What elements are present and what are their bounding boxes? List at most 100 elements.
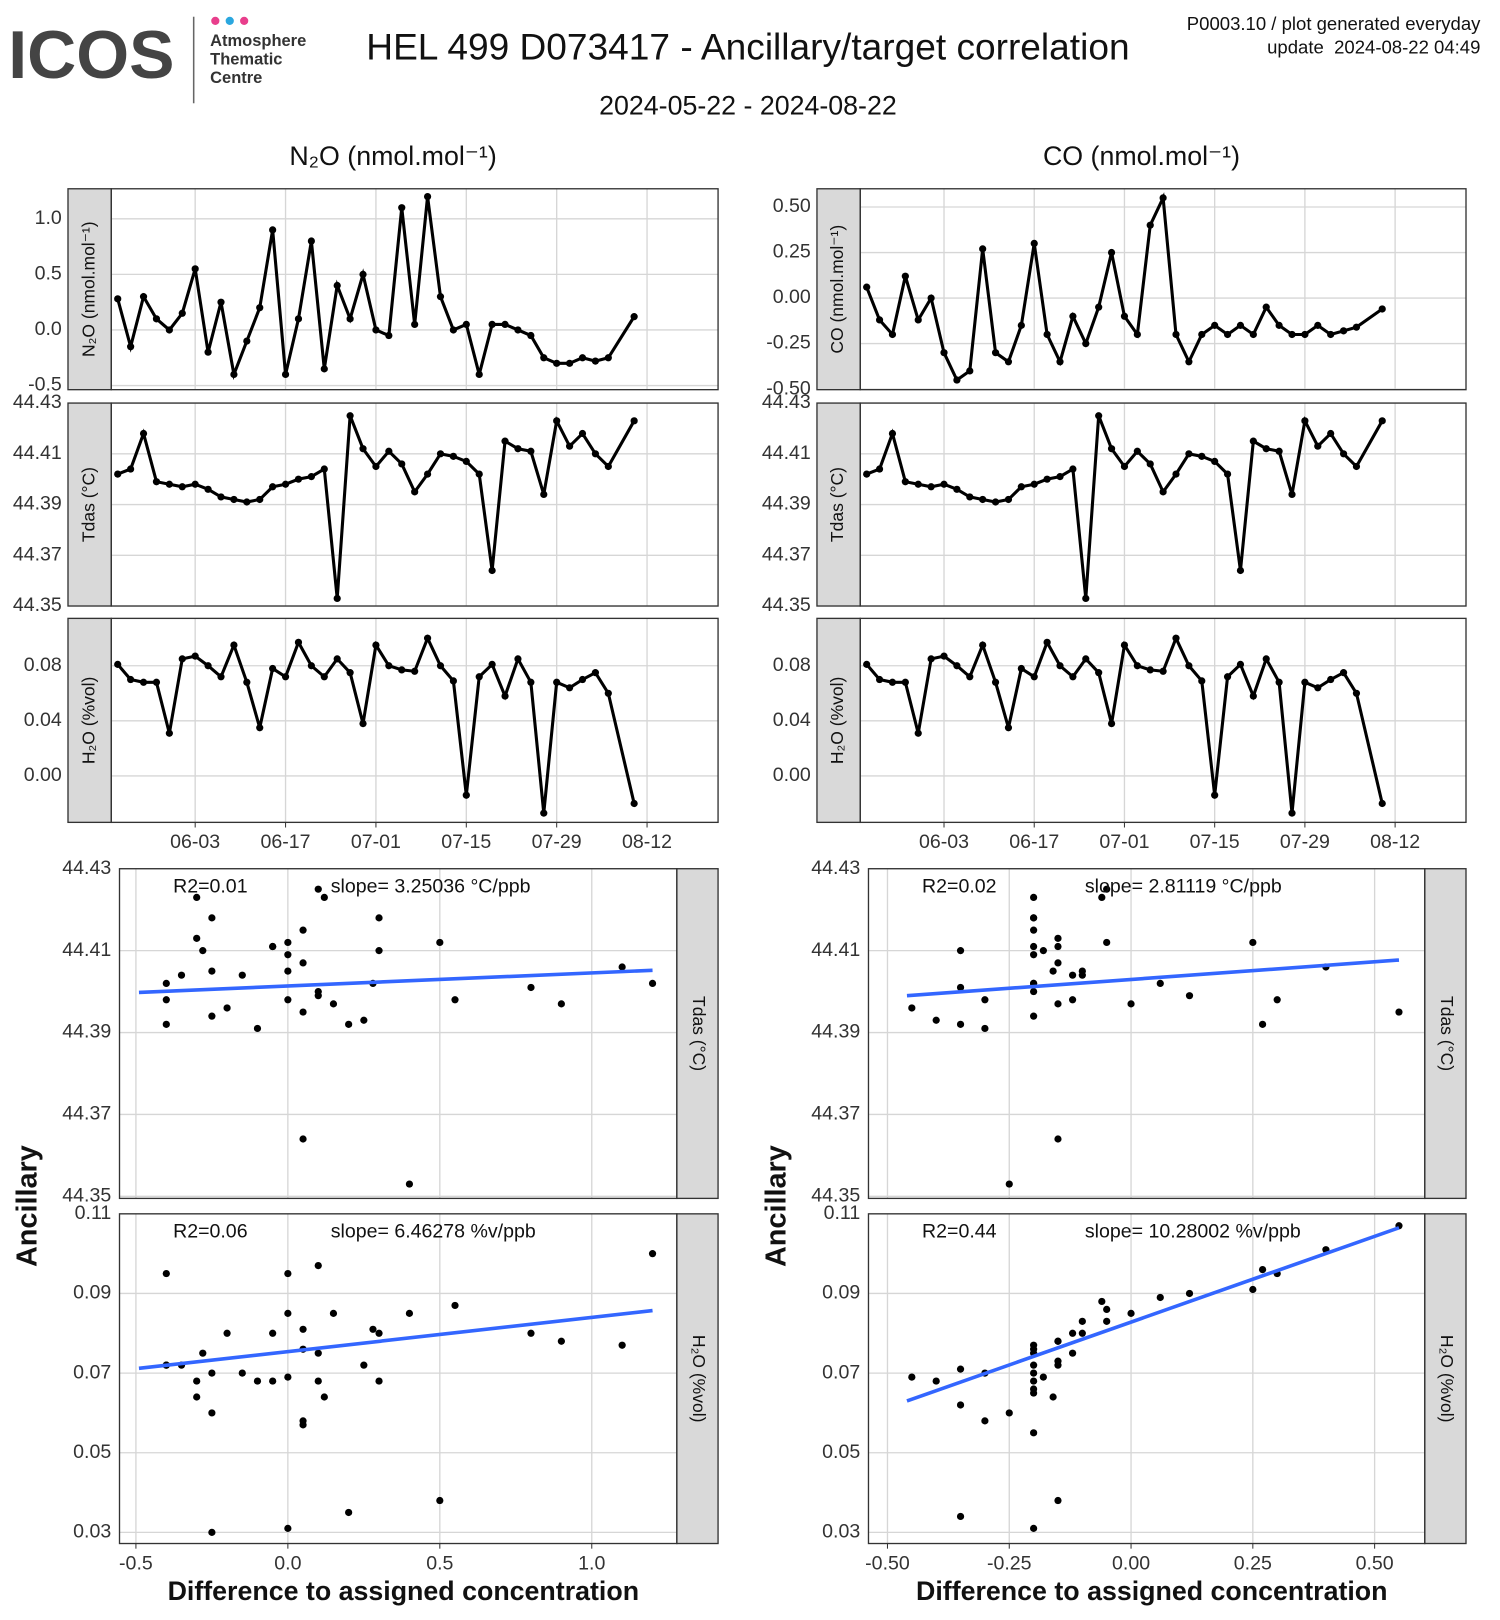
point xyxy=(927,294,935,302)
annotation: slope= 6.46278 %v/ppb xyxy=(331,1221,536,1243)
point xyxy=(966,367,974,375)
y-tick-label: 0.05 xyxy=(822,1441,860,1463)
point xyxy=(940,652,948,660)
point xyxy=(956,1020,965,1028)
point xyxy=(1095,412,1103,420)
point xyxy=(299,926,307,934)
logo-line: Centre xyxy=(210,69,262,87)
y-tick-label: 0.08 xyxy=(773,654,811,676)
point xyxy=(1005,1180,1013,1188)
point xyxy=(540,809,548,817)
logo-dot xyxy=(240,16,249,25)
point xyxy=(294,475,303,483)
point xyxy=(193,1393,201,1401)
point xyxy=(114,660,122,668)
series-line xyxy=(116,634,636,814)
x-tick-label: -0.50 xyxy=(865,1552,910,1574)
strip xyxy=(816,188,861,391)
point xyxy=(630,799,638,808)
point xyxy=(1107,720,1116,728)
strip xyxy=(67,617,112,824)
panel-border xyxy=(859,188,1467,391)
strip xyxy=(676,868,719,1200)
point xyxy=(1017,321,1025,329)
y-tick-label: 0.07 xyxy=(822,1361,860,1383)
point xyxy=(284,1309,292,1317)
y-axis-title: Ancillary xyxy=(760,1145,792,1267)
point xyxy=(208,1528,216,1536)
point xyxy=(1056,473,1064,481)
point xyxy=(1030,1345,1038,1353)
point xyxy=(1185,450,1193,458)
logo-line: Atmosphere xyxy=(210,32,306,50)
point xyxy=(901,478,909,486)
point xyxy=(191,480,199,488)
point xyxy=(199,947,207,955)
point xyxy=(320,673,328,681)
point xyxy=(475,370,483,379)
point xyxy=(578,429,587,438)
point xyxy=(208,967,216,975)
point xyxy=(1030,480,1038,488)
point xyxy=(1352,689,1361,697)
point xyxy=(888,330,897,339)
x-tick-label: 0.5 xyxy=(426,1552,453,1574)
point xyxy=(501,437,509,445)
point xyxy=(152,678,161,686)
panel xyxy=(868,1213,1425,1544)
point xyxy=(223,1004,231,1012)
series-line xyxy=(116,196,636,381)
point xyxy=(1133,447,1141,455)
point xyxy=(256,304,264,312)
point xyxy=(618,963,626,971)
point xyxy=(199,1349,207,1357)
point xyxy=(591,450,600,458)
point xyxy=(1172,470,1180,478)
fit-line xyxy=(906,1226,1400,1403)
point xyxy=(1378,417,1386,425)
x-tick-label: 07-29 xyxy=(1280,831,1330,853)
point xyxy=(193,893,201,901)
point xyxy=(345,1020,353,1028)
point xyxy=(1275,321,1283,329)
point xyxy=(1339,669,1348,677)
point xyxy=(1339,327,1348,335)
point xyxy=(1120,641,1129,649)
point xyxy=(1082,339,1090,348)
point xyxy=(253,1024,262,1033)
point xyxy=(217,493,225,501)
point xyxy=(527,678,535,686)
strip xyxy=(67,188,112,391)
point xyxy=(152,315,161,323)
point xyxy=(578,675,587,684)
point xyxy=(346,315,354,323)
point xyxy=(1030,1012,1038,1020)
point xyxy=(359,720,367,728)
point xyxy=(527,1329,535,1337)
point xyxy=(875,316,884,324)
panel xyxy=(119,868,677,1199)
point xyxy=(1352,323,1361,331)
y-tick-label: 0.00 xyxy=(773,764,811,786)
point xyxy=(269,226,277,234)
strip xyxy=(816,617,861,824)
point xyxy=(1146,460,1154,468)
point xyxy=(398,460,406,468)
point xyxy=(1068,996,1077,1004)
strip-label: N₂O (nmol.mol⁻¹) xyxy=(78,221,98,357)
point xyxy=(1339,450,1348,458)
point xyxy=(1258,1265,1267,1274)
point xyxy=(284,951,292,959)
point xyxy=(1288,490,1296,498)
point xyxy=(411,320,419,329)
point xyxy=(1127,1309,1135,1317)
point xyxy=(462,320,470,329)
annotation: R2=0.02 xyxy=(922,875,997,897)
point xyxy=(1185,358,1193,366)
point xyxy=(1120,462,1129,471)
point xyxy=(940,349,948,357)
point xyxy=(320,893,328,901)
point xyxy=(238,1369,246,1377)
point xyxy=(423,192,432,201)
point xyxy=(1236,566,1245,575)
